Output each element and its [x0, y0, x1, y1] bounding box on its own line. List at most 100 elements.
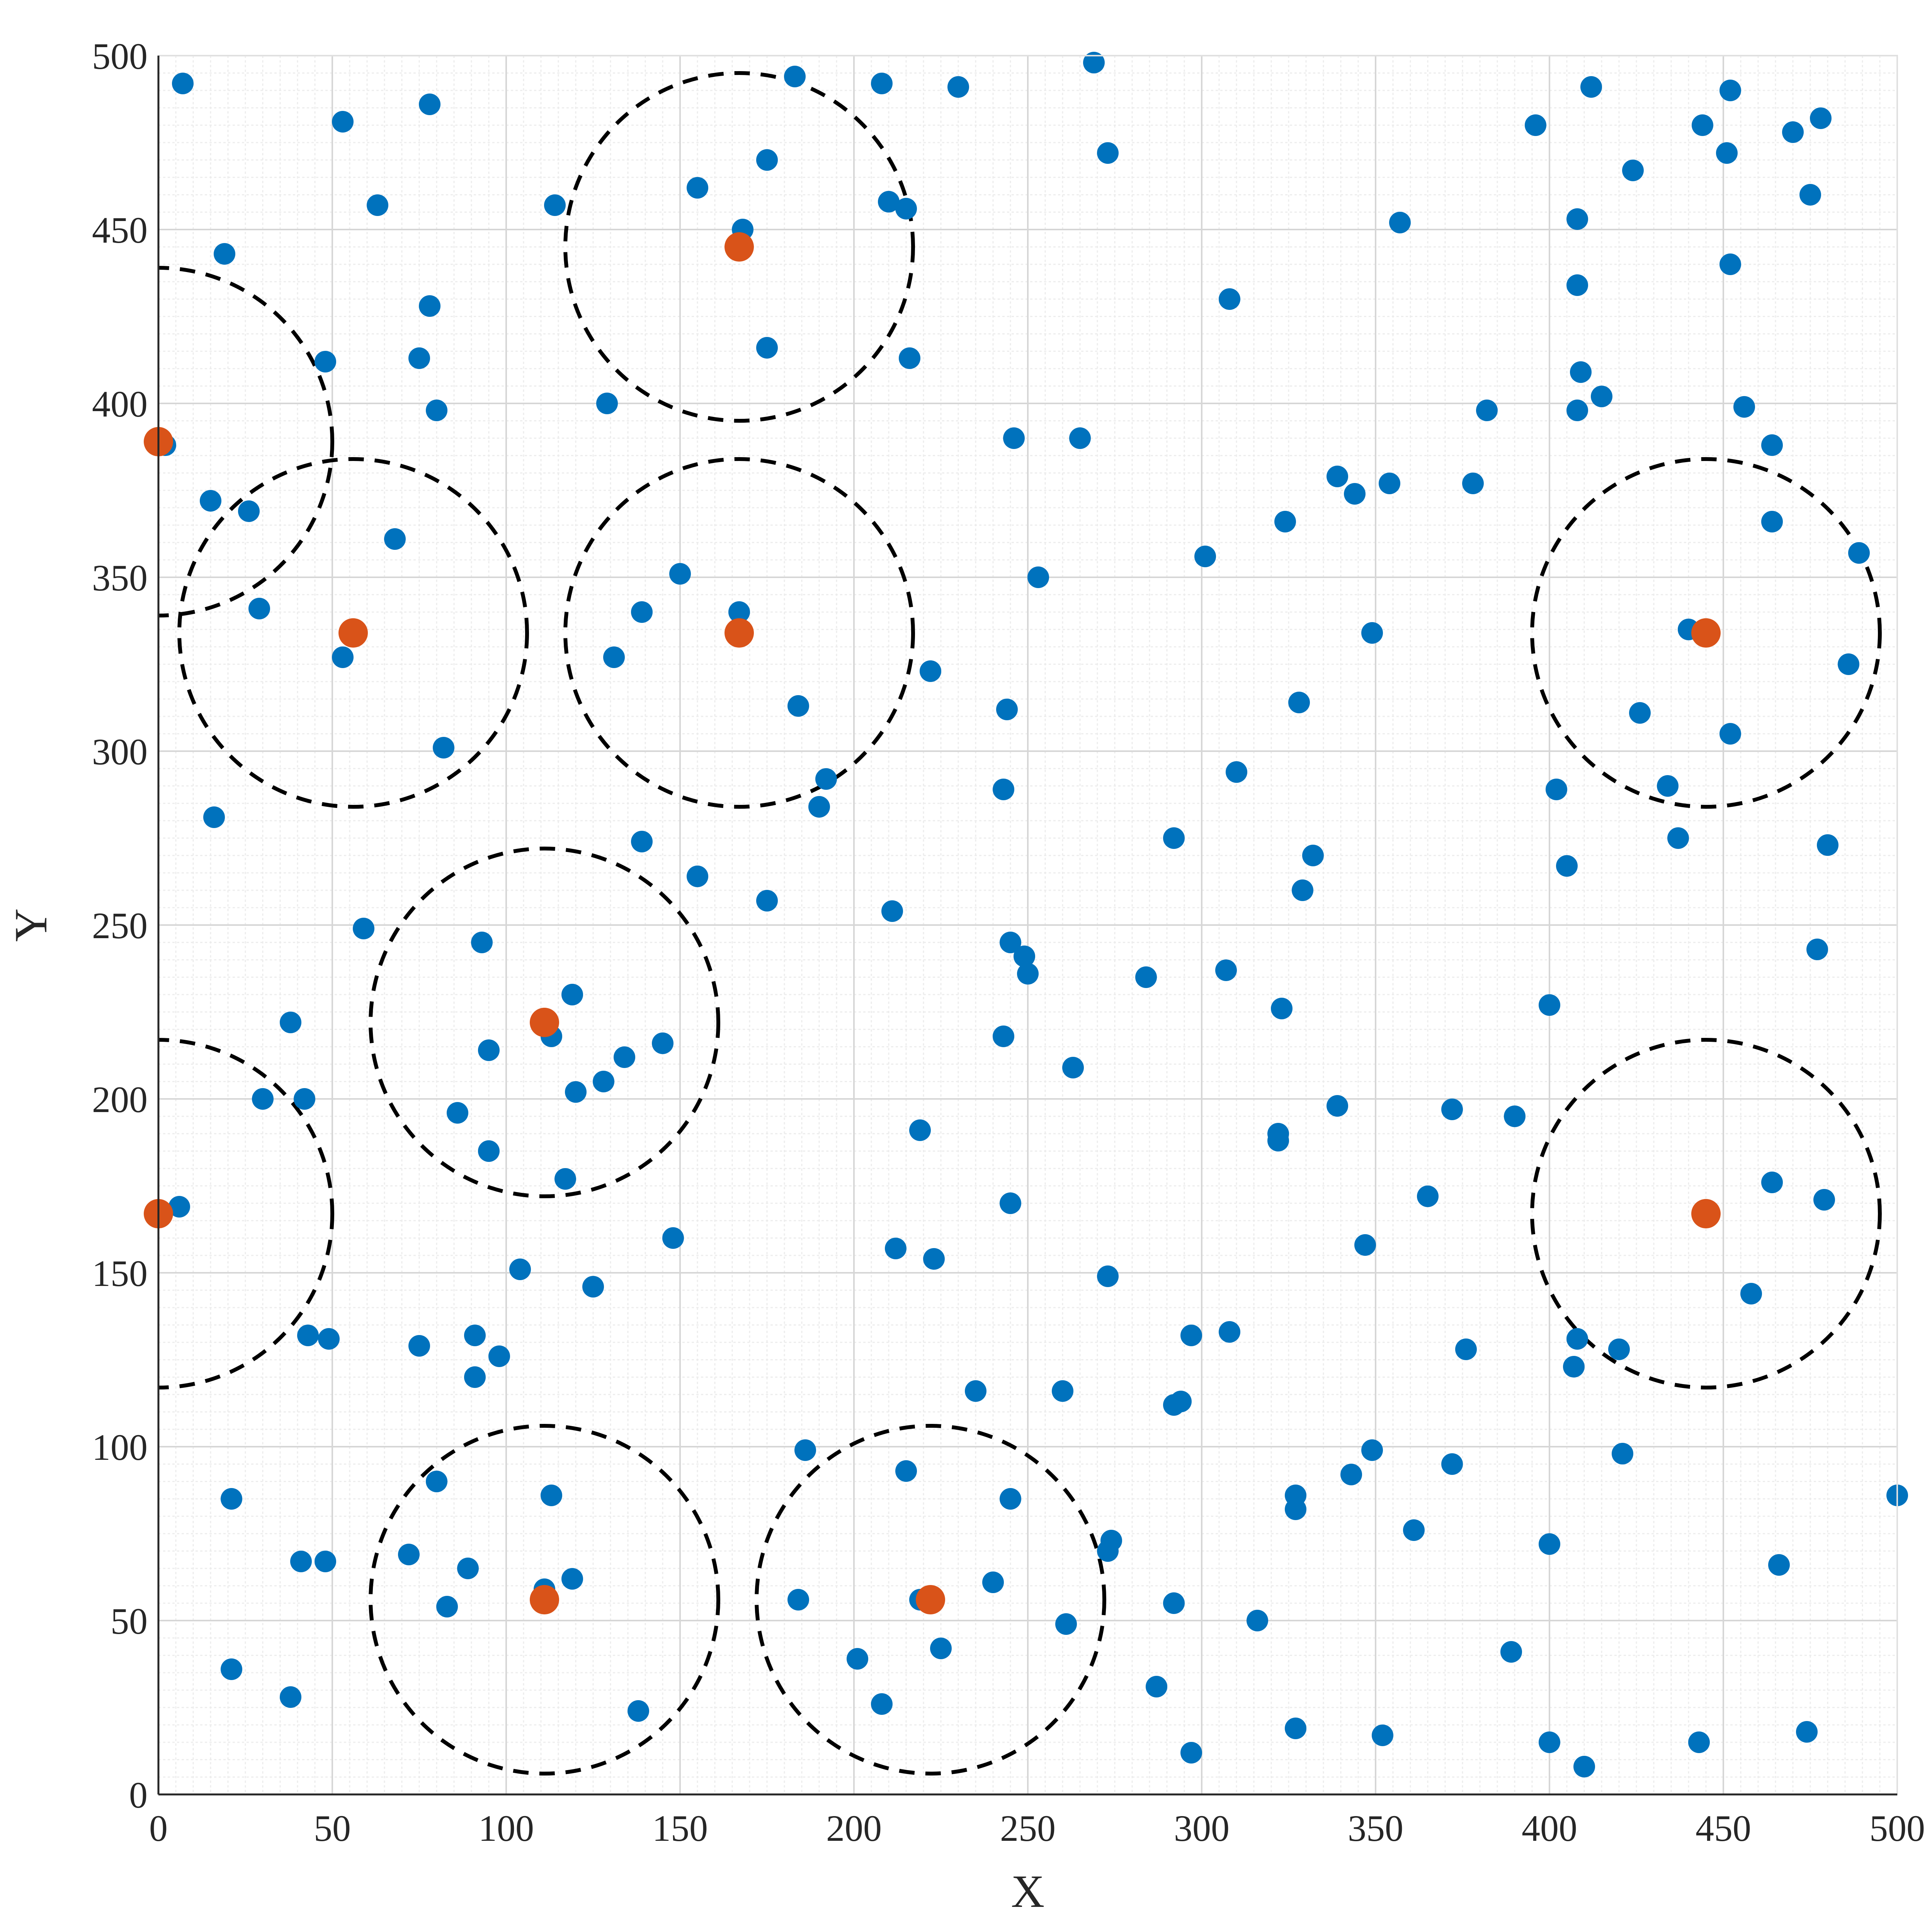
center-point [338, 618, 368, 648]
data-point [332, 646, 354, 668]
data-point [652, 1032, 673, 1054]
data-point [1327, 466, 1348, 487]
data-point [996, 699, 1018, 720]
data-point [1052, 1380, 1073, 1402]
data-point [1719, 723, 1741, 745]
data-point [1163, 1592, 1185, 1614]
data-point [1462, 473, 1484, 494]
data-point [930, 1638, 952, 1659]
data-point [471, 932, 493, 953]
data-point [1274, 511, 1296, 532]
data-point [447, 1102, 468, 1124]
data-point [457, 1558, 479, 1579]
data-point [1372, 1725, 1393, 1746]
data-point [1476, 400, 1498, 421]
data-point [426, 1471, 447, 1492]
data-point [464, 1366, 486, 1388]
data-point [280, 1012, 301, 1033]
data-point [878, 191, 900, 213]
y-axis-label: Y [5, 908, 56, 942]
data-point [1069, 427, 1091, 449]
x-tick-label: 400 [1522, 1808, 1577, 1849]
data-point [895, 198, 917, 219]
data-point [252, 1088, 274, 1110]
tick-labels: 0 50 100 150 200 250 300 350 400 450 500 0 50 100 150 2… [92, 36, 1925, 1849]
y-tick-label: 200 [92, 1079, 148, 1120]
data-point [1288, 692, 1310, 713]
data-point [1146, 1676, 1167, 1697]
data-point [614, 1046, 635, 1068]
data-point [1027, 566, 1049, 588]
y-tick-label: 300 [92, 731, 148, 772]
data-point [631, 831, 653, 852]
x-tick-label: 250 [1000, 1808, 1056, 1849]
data-point [488, 1345, 510, 1367]
data-point [353, 918, 374, 939]
data-point [1810, 107, 1832, 129]
data-point [200, 490, 221, 512]
data-point [297, 1325, 319, 1346]
data-point [1215, 959, 1237, 981]
coverage-circle [755, 1424, 1106, 1776]
data-point [1591, 386, 1612, 407]
data-point [1361, 622, 1383, 644]
data-point [367, 194, 388, 216]
data-point [871, 1693, 893, 1715]
data-point [294, 1088, 315, 1110]
data-point [596, 393, 618, 414]
data-point [1389, 212, 1411, 233]
data-point [1017, 963, 1039, 985]
data-point [1799, 184, 1821, 206]
data-point [815, 768, 837, 790]
data-point [1573, 1756, 1595, 1777]
data-point [1566, 208, 1588, 230]
data-point [1546, 779, 1567, 800]
data-point [1667, 827, 1689, 849]
data-point [662, 1227, 684, 1249]
data-point [384, 528, 406, 550]
data-point [1417, 1185, 1439, 1207]
data-point [808, 796, 830, 818]
data-point [1194, 546, 1216, 567]
data-point [1782, 121, 1804, 143]
data-point [509, 1259, 531, 1280]
data-point [1247, 1610, 1268, 1631]
coverage-circles [158, 71, 1882, 1776]
data-point [1327, 1095, 1348, 1117]
data-point [1097, 1540, 1119, 1562]
coverage-circle [563, 457, 915, 809]
data-point [1219, 1321, 1240, 1343]
data-point [408, 1335, 430, 1357]
center-point [530, 1585, 559, 1614]
data-point [1570, 361, 1592, 383]
data-point [290, 1551, 312, 1572]
coverage-circle [158, 266, 334, 617]
data-point [1692, 114, 1713, 136]
data-point [756, 337, 778, 359]
data-point [1566, 400, 1588, 421]
x-tick-label: 100 [478, 1808, 534, 1849]
data-point [1285, 1718, 1306, 1739]
y-tick-label: 350 [92, 557, 148, 599]
data-point [603, 646, 625, 668]
data-point [172, 73, 194, 94]
data-point [881, 900, 903, 922]
data-point [280, 1686, 301, 1708]
data-point [1163, 827, 1185, 849]
data-point [1097, 1265, 1119, 1287]
center-point [724, 618, 754, 648]
center-point [1691, 1199, 1721, 1228]
data-point [1848, 542, 1870, 564]
data-point [1062, 1057, 1084, 1078]
data-point [1097, 142, 1119, 164]
data-point [1170, 1391, 1192, 1412]
data-point [203, 806, 225, 828]
data-point [1719, 253, 1741, 275]
coverage-circle [563, 71, 915, 423]
data-point [1740, 1283, 1762, 1304]
data-point [784, 66, 806, 87]
data-point [982, 1571, 1004, 1593]
data-point [1817, 834, 1838, 856]
data-point [1180, 1742, 1202, 1764]
axes [157, 56, 1897, 1796]
